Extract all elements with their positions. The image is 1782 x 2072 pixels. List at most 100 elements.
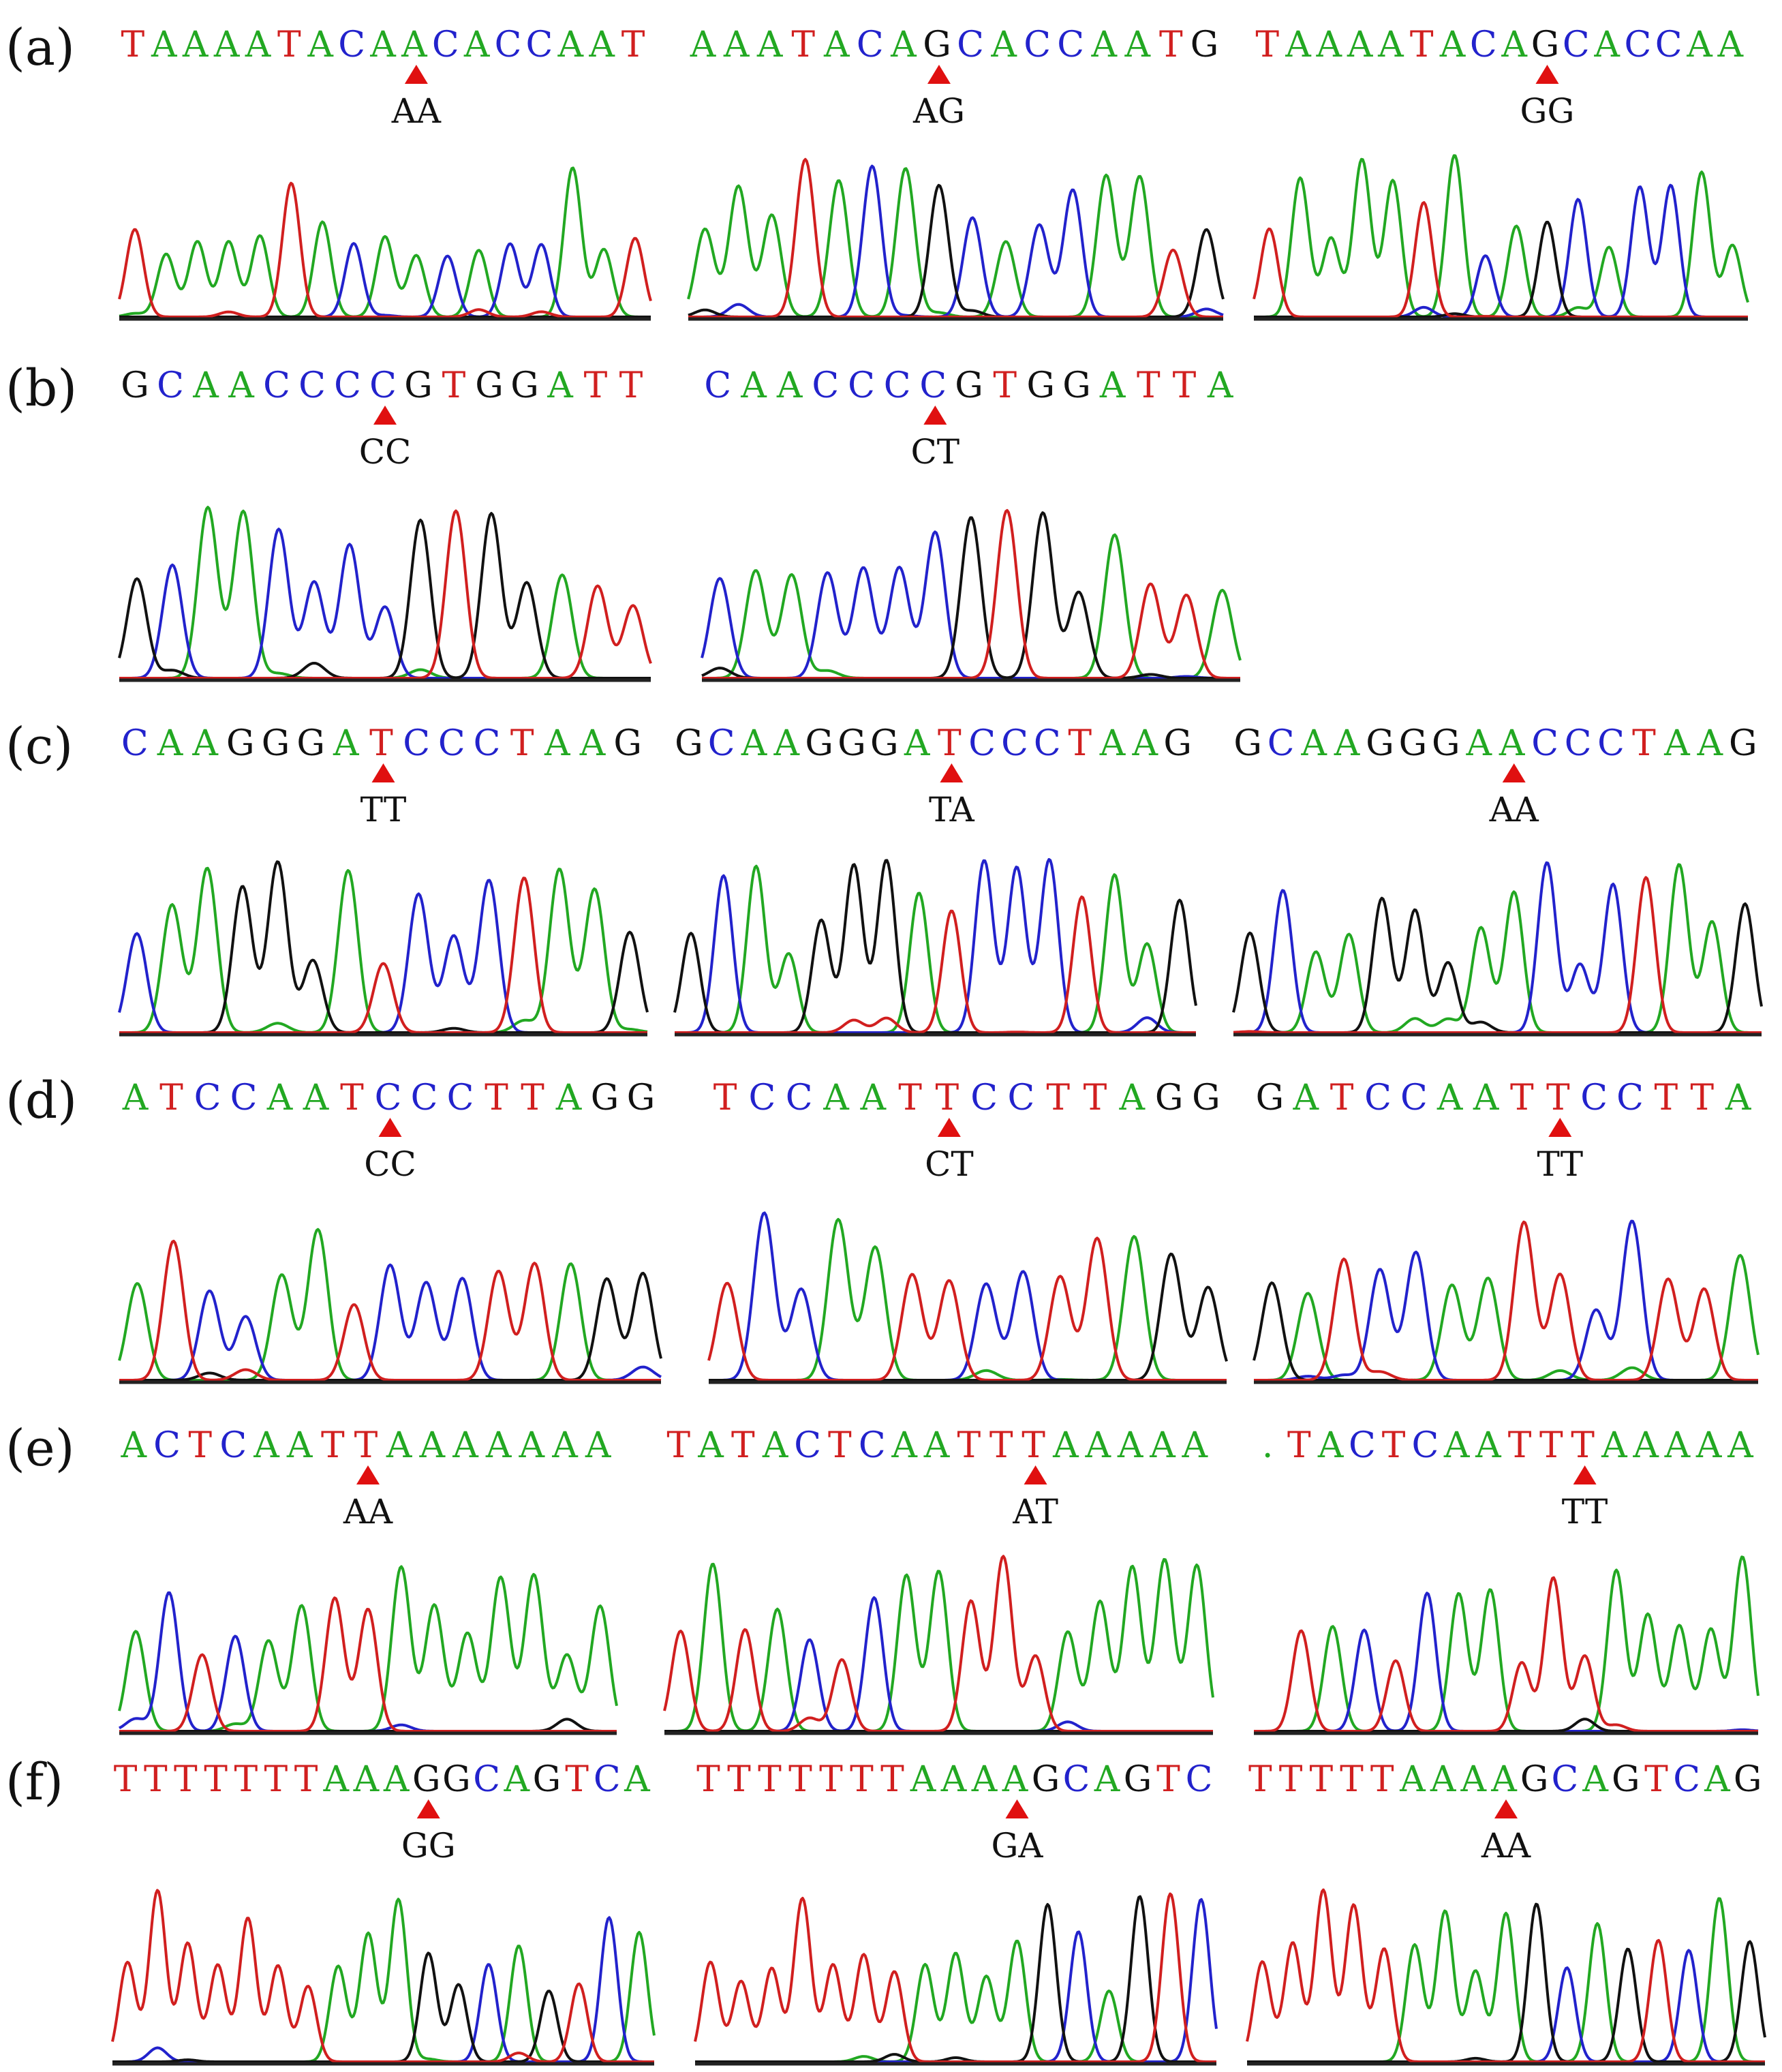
base-letter: T — [1644, 1759, 1672, 1800]
base-letter: A — [386, 1425, 416, 1466]
chromatogram-panel: T C C A A T T C C T T A G GCT — [707, 1078, 1228, 1384]
base-letter: A — [690, 25, 720, 65]
trace-group — [687, 157, 1225, 318]
base-letter: C — [438, 723, 470, 764]
base-letter: C — [1268, 723, 1299, 764]
trace-group — [111, 1889, 656, 2063]
chromatogram-panel: G C A A G G G A A C C C T A A GAA — [1232, 723, 1763, 1037]
base-letter: A — [1430, 1759, 1460, 1800]
trace-T-line — [1253, 201, 1748, 318]
base-letter: A — [383, 1759, 414, 1800]
base-letter: A — [756, 25, 787, 65]
base-letter: T — [1508, 1425, 1536, 1466]
snp-marker-icon — [1548, 1118, 1572, 1137]
base-letter: C — [1063, 1759, 1094, 1800]
base-letter: G — [805, 723, 838, 764]
base-letter: T — [234, 1759, 262, 1800]
base-letter: C — [1470, 25, 1501, 65]
base-letter: G — [1163, 723, 1196, 764]
base-letter: T — [1046, 1078, 1074, 1118]
base-letter: T — [1510, 1078, 1538, 1118]
chromatogram-panel: . T A C T C A A T T T A A A A ATT — [1254, 1425, 1760, 1735]
base-letter: C — [121, 723, 153, 764]
row-label: (e) — [5, 1419, 75, 1478]
base-letter: A — [303, 1078, 333, 1118]
trace-T-line — [119, 877, 647, 1034]
base-letter: A — [940, 1759, 971, 1800]
base-letter: G — [613, 723, 646, 764]
base-letter: T — [121, 25, 149, 65]
base-letter: T — [936, 1078, 964, 1118]
base-letter: A — [353, 1759, 384, 1800]
base-letter: A — [1293, 1078, 1323, 1118]
base-letter: A — [1473, 1078, 1503, 1118]
base-letter: G — [1124, 1759, 1156, 1800]
base-letter: A — [1334, 723, 1364, 764]
base-letter: T — [819, 1759, 847, 1800]
base-letter: C — [263, 365, 294, 406]
chromatogram-panel: C A A G G G A T C C C T A A GTT — [118, 723, 649, 1037]
base-letter: C — [1565, 723, 1596, 764]
base-letter: C — [298, 365, 330, 406]
base-letter: G — [510, 365, 543, 406]
base-letter: A — [740, 365, 771, 406]
base-letter: A — [1099, 723, 1130, 764]
snp-marker-icon — [356, 1465, 380, 1484]
chromatogram-panel: G C A A C C C C G T G G A T TCC — [118, 365, 652, 682]
base-letter: A — [121, 1425, 151, 1466]
base-letter: G — [1399, 723, 1432, 764]
base-letter: C — [1412, 1425, 1443, 1466]
base-letter: C — [857, 25, 888, 65]
base-letter: T — [666, 1425, 694, 1466]
base-letter: T — [1340, 1759, 1368, 1800]
base-letter: C — [194, 1078, 226, 1118]
base-letter: C — [1008, 1078, 1039, 1118]
snp-marker-icon — [371, 763, 395, 782]
base-letter: A — [1727, 1425, 1757, 1466]
base-letter: G — [591, 1078, 624, 1118]
base-letter: A — [890, 25, 921, 65]
base-letter: T — [1255, 25, 1283, 65]
snp-marker-icon — [923, 406, 947, 425]
base-letter: C — [1057, 25, 1088, 65]
base-letter: T — [294, 1759, 322, 1800]
base-letter: A — [860, 1078, 891, 1118]
base-letter: G — [1734, 1759, 1766, 1800]
base-letter: A — [1582, 1759, 1612, 1800]
trace-T-line — [707, 1236, 1227, 1382]
base-letter: A — [585, 1425, 615, 1466]
base-letter: C — [338, 25, 369, 65]
base-letter: A — [555, 1078, 586, 1118]
base-letter: C — [495, 25, 526, 65]
genotype-label: AT — [1012, 1492, 1058, 1532]
base-letter: G — [1190, 25, 1223, 65]
sequence-text: T T T T T A A A A GC A G T C A G — [1248, 1759, 1766, 1800]
base-letter: C — [919, 365, 951, 406]
base-letter: G — [262, 723, 294, 764]
base-letter: T — [731, 1425, 759, 1466]
base-letter: A — [1443, 1425, 1474, 1466]
base-letter: A — [1132, 723, 1163, 764]
snp-marker-icon — [927, 65, 951, 84]
base-letter: A — [1300, 723, 1331, 764]
base-letter: C — [786, 1078, 817, 1118]
row-label: (c) — [5, 717, 73, 776]
base-letter: C — [1001, 723, 1032, 764]
base-letter: G — [226, 723, 259, 764]
base-letter: T — [340, 1078, 368, 1118]
base-letter: A — [463, 25, 494, 65]
genotype-label: GG — [1520, 91, 1575, 131]
snp-marker-icon — [1005, 1799, 1029, 1818]
base-letter: A — [823, 25, 854, 65]
base-letter: A — [823, 1078, 853, 1118]
snp-marker-icon — [1573, 1465, 1597, 1484]
base-letter: A — [151, 25, 181, 65]
chromatogram-panel: T A A A A T A C A GC A C C A AGG — [1253, 25, 1749, 321]
base-letter: A — [1686, 25, 1717, 65]
sequence-text: T T T T T T T A A A A GC A G T C — [696, 1759, 1212, 1800]
base-letter: G — [1432, 723, 1464, 764]
